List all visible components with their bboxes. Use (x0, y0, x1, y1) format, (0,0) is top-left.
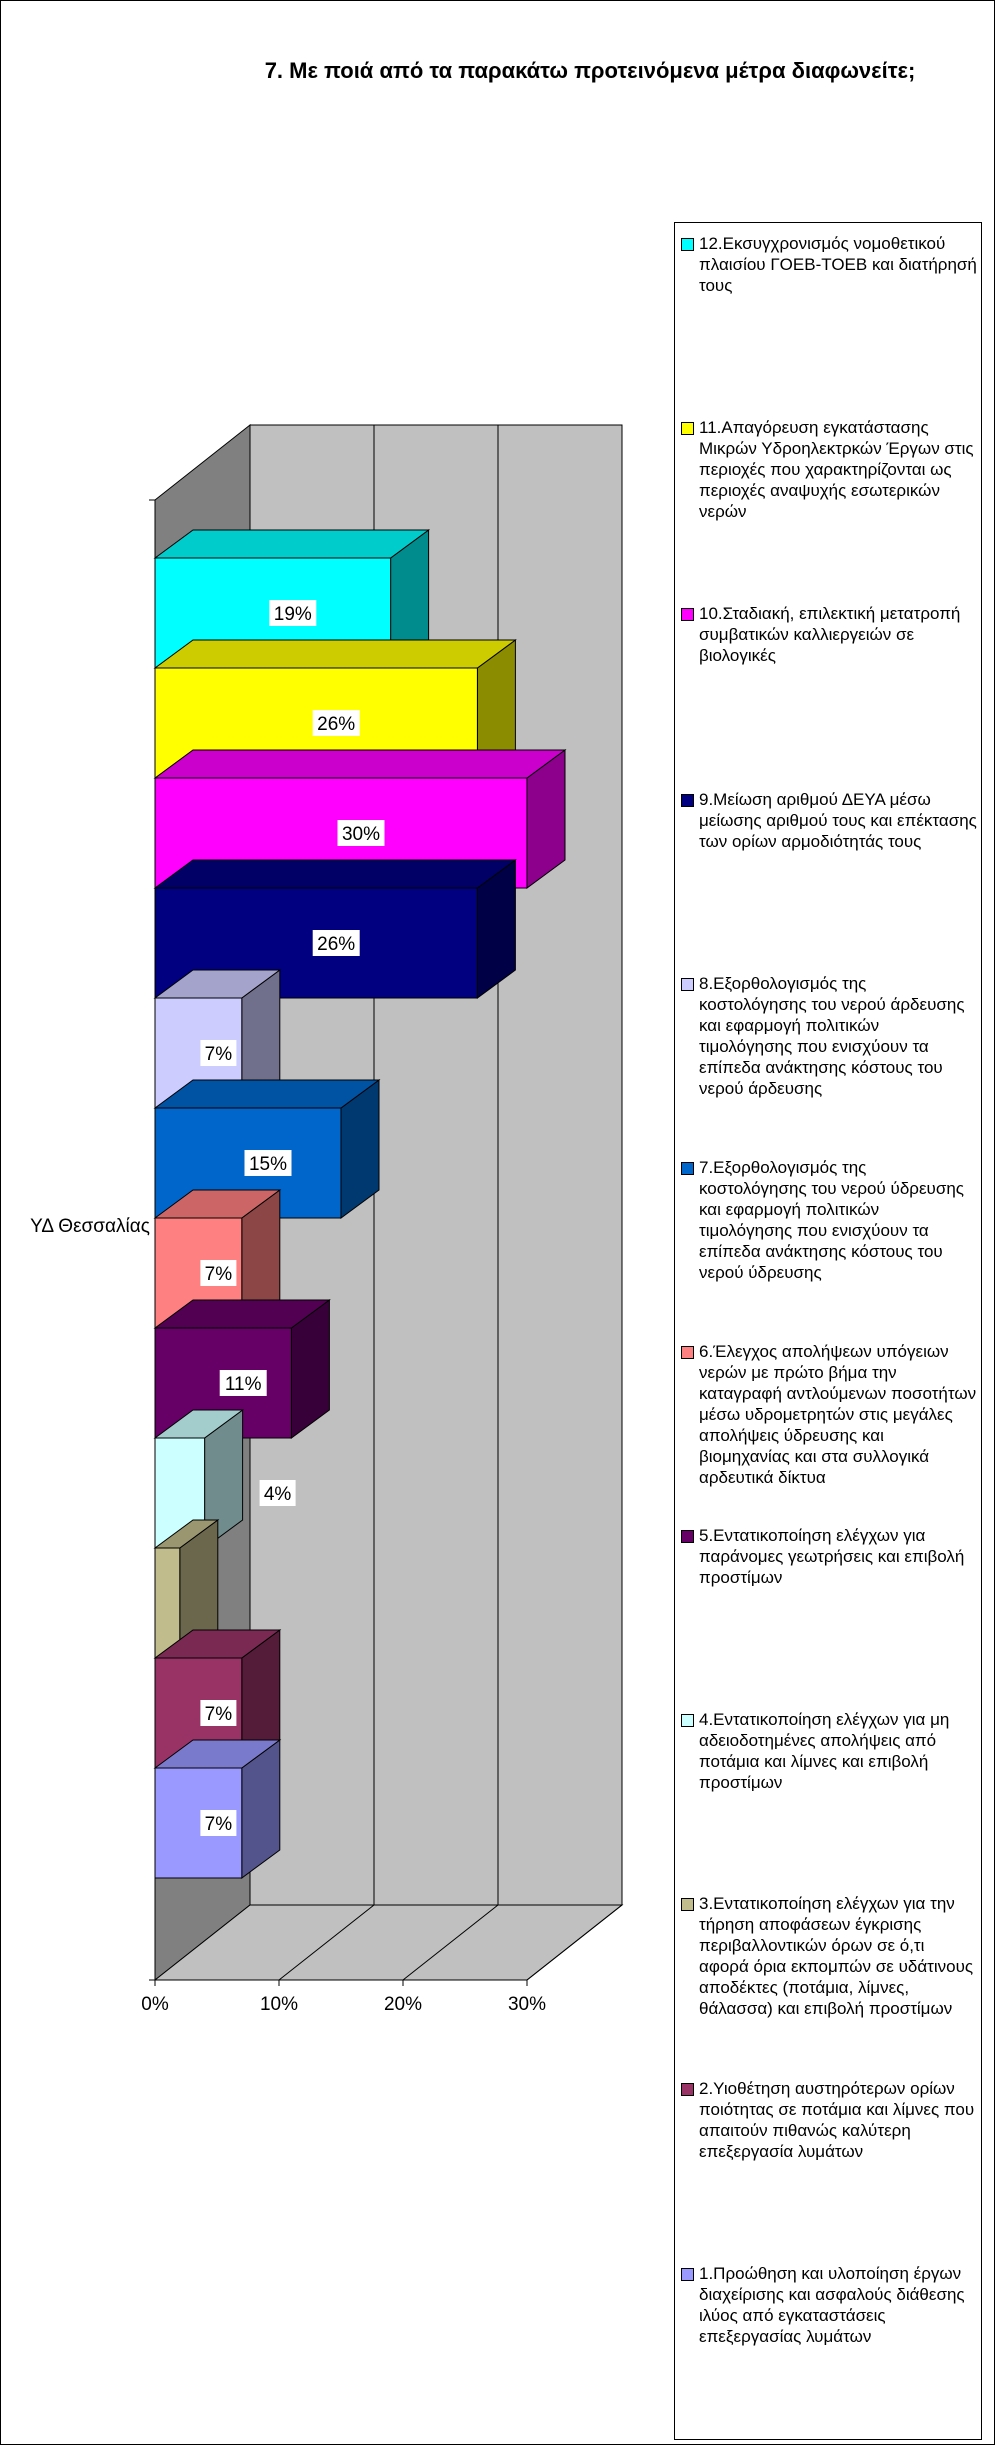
x-tick-label: 10% (260, 1994, 298, 2015)
legend-item: 10.Σταδιακή, επιλεκτική μετατροπή συμβατ… (679, 603, 977, 666)
bar-top (153, 749, 567, 779)
legend-item: 6.Έλεγχος απολήψεων υπόγειων νερών με πρ… (679, 1341, 977, 1488)
legend-label: 2.Υιοθέτηση αυστηρότερων ορίων ποιότητας… (699, 2079, 975, 2161)
data-label: 7% (205, 1814, 233, 1835)
legend-swatch (681, 422, 694, 435)
legend-item: 12.Εκσυγχρονισμός νομοθετικού πλαισίου Γ… (679, 233, 977, 296)
legend-label: 7.Εξορθολογισμός της κοστολόγησης του νε… (699, 1158, 964, 1282)
legend: 12.Εκσυγχρονισμός νομοθετικού πλαισίου Γ… (674, 222, 982, 2440)
data-label-bg (269, 600, 317, 626)
legend-label: 12.Εκσυγχρονισμός νομοθετικού πλαισίου Γ… (699, 234, 977, 295)
x-tick-label: 20% (384, 1994, 422, 2015)
data-label-bg (200, 1700, 237, 1726)
legend-label: 9.Μείωση αριθμού ΔΕΥΑ μέσω μείωσης αριθμ… (699, 790, 977, 851)
legend-swatch (681, 1714, 694, 1727)
legend-item: 11.Απαγόρευση εγκατάστασης Μικρών Υδροηλ… (679, 417, 977, 522)
legend-label: 3.Εντατικοποίηση ελέγχων για την τήρηση … (699, 1894, 974, 2018)
legend-swatch (681, 2268, 694, 2281)
legend-swatch (681, 1530, 694, 1543)
legend-item: 3.Εντατικοποίηση ελέγχων για την τήρηση … (679, 1893, 977, 2019)
data-label: 30% (342, 824, 380, 845)
legend-item: 2.Υιοθέτηση αυστηρότερων ορίων ποιότητας… (679, 2078, 977, 2162)
data-label: 19% (274, 604, 312, 625)
data-label: 11% (225, 1374, 262, 1395)
legend-label: 6.Έλεγχος απολήψεων υπόγειων νερών με πρ… (699, 1342, 977, 1487)
legend-swatch (681, 1898, 694, 1911)
legend-item: 5.Εντατικοποίηση ελέγχων για παράνομες γ… (679, 1525, 977, 1588)
data-label-bg (200, 1810, 237, 1836)
data-label: 7% (205, 1264, 233, 1285)
data-label: 26% (317, 714, 355, 735)
x-tick-label: 30% (508, 1994, 546, 2015)
data-label-bg (219, 1370, 267, 1396)
data-label: 26% (317, 934, 355, 955)
legend-swatch (681, 1162, 694, 1175)
data-label: 4% (264, 1484, 292, 1505)
chart-title: 7. Με ποιά από τα παρακάτω προτεινόμενα … (264, 58, 916, 83)
bar (154, 1547, 181, 1659)
legend-label: 5.Εντατικοποίηση ελέγχων για παράνομες γ… (699, 1526, 965, 1587)
legend-swatch (681, 238, 694, 251)
floor-gridline (526, 1904, 623, 1981)
legend-label: 10.Σταδιακή, επιλεκτική μετατροπή συμβατ… (699, 604, 961, 665)
legend-swatch (681, 978, 694, 991)
legend-label: 8.Εξορθολογισμός της κοστολόγησης του νε… (699, 974, 965, 1098)
data-label-bg (244, 1150, 292, 1176)
bar-top (153, 639, 517, 669)
legend-item: 9.Μείωση αριθμού ΔΕΥΑ μέσω μείωσης αριθμ… (679, 789, 977, 852)
data-label-bg (259, 1480, 296, 1506)
legend-label: 4.Εντατικοποίηση ελέγχων για μη αδειοδοτ… (699, 1710, 950, 1792)
data-label: 7% (205, 1044, 233, 1065)
legend-item: 7.Εξορθολογισμός της κοστολόγησης του νε… (679, 1157, 977, 1283)
floor-gridline (278, 1904, 375, 1981)
floor-gridline (402, 1904, 499, 1981)
x-tick-label: 0% (141, 1994, 169, 2015)
legend-item: 8.Εξορθολογισμός της κοστολόγησης του νε… (679, 973, 977, 1099)
data-label: 7% (205, 1704, 233, 1725)
data-label-bg (337, 820, 385, 846)
bar-top (153, 1079, 381, 1109)
data-label-bg (312, 710, 360, 736)
data-label: 15% (249, 1154, 287, 1175)
bar (154, 1767, 243, 1879)
legend-swatch (681, 608, 694, 621)
data-label-bg (200, 1040, 237, 1066)
legend-swatch (681, 794, 694, 807)
category-label: ΥΔ Θεσσαλίας (30, 1216, 150, 1237)
legend-swatch (681, 2083, 694, 2096)
data-label-bg (200, 1260, 237, 1286)
legend-label: 1.Προώθηση και υλοποίηση έργων διαχείρισ… (699, 2264, 965, 2346)
data-label-bg (312, 930, 360, 956)
bar-top (153, 859, 517, 889)
legend-label: 11.Απαγόρευση εγκατάστασης Μικρών Υδροηλ… (699, 418, 974, 521)
bar-top (153, 529, 431, 559)
legend-item: 4.Εντατικοποίηση ελέγχων για μη αδειοδοτ… (679, 1709, 977, 1793)
legend-item: 1.Προώθηση και υλοποίηση έργων διαχείρισ… (679, 2263, 977, 2347)
legend-swatch (681, 1346, 694, 1359)
